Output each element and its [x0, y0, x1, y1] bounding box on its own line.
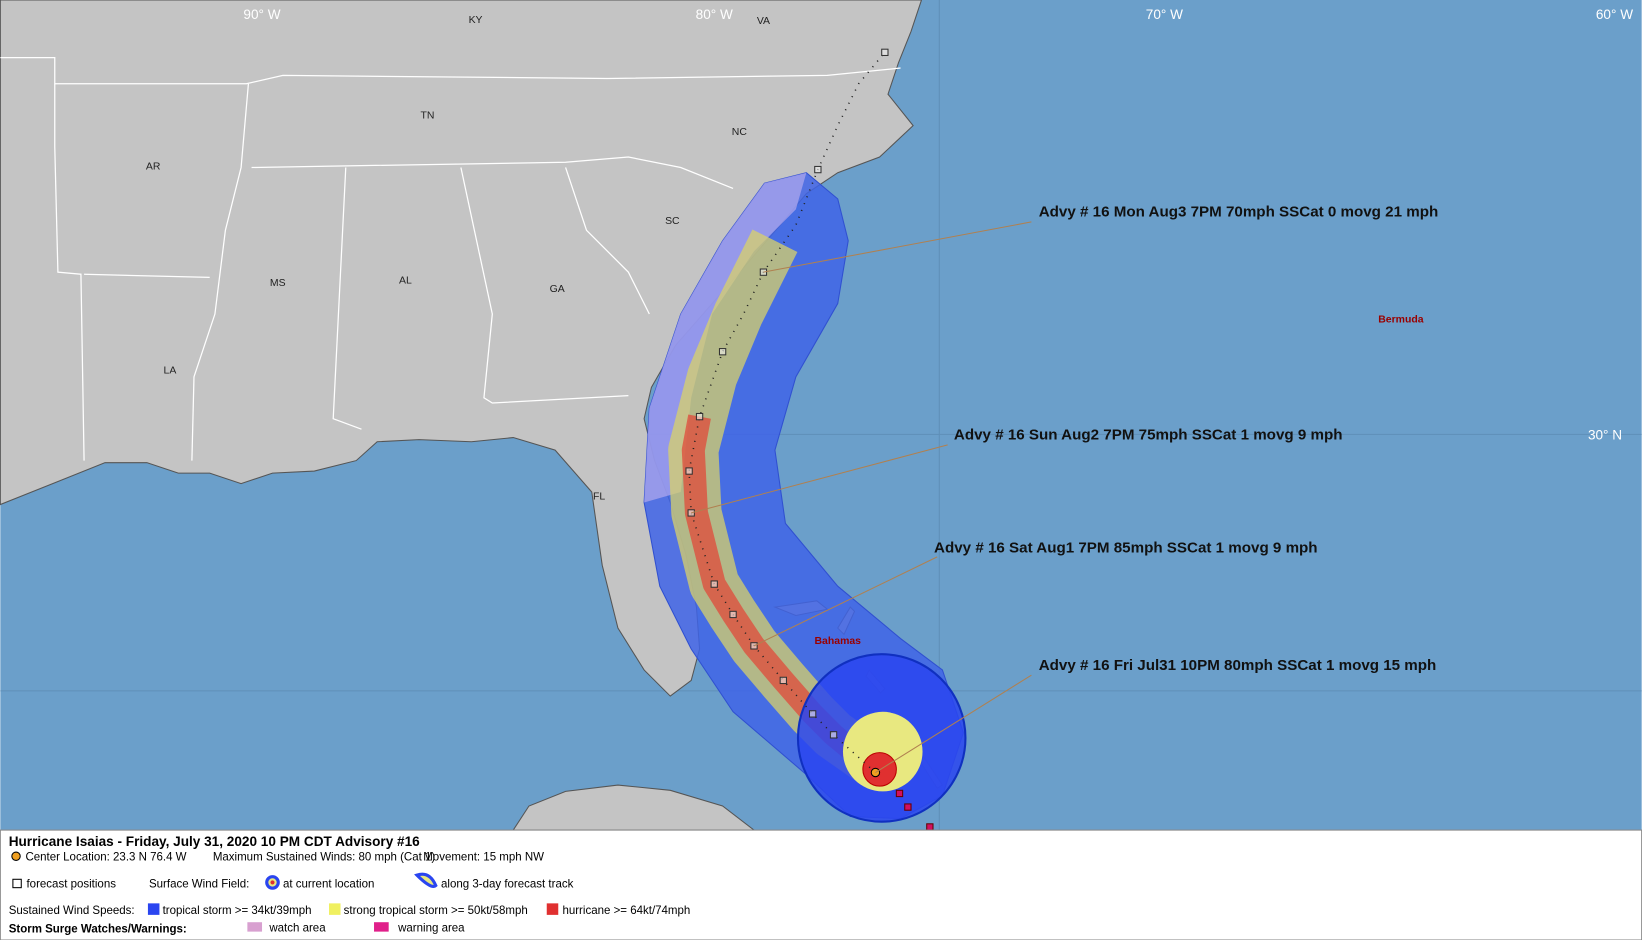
- place-label: AL: [399, 276, 412, 287]
- place-label: NC: [732, 127, 748, 138]
- place-label: FL: [593, 491, 605, 502]
- legend-text: Movement: 15 mph NW: [423, 851, 544, 863]
- place-label: TN: [420, 110, 434, 121]
- longitude-label: 90° W: [243, 7, 280, 22]
- place-label: MS: [270, 278, 286, 289]
- legend: Hurricane Isaias - Friday, July 31, 2020…: [0, 829, 1642, 940]
- cuba: [512, 784, 756, 831]
- longitude-label: 70° W: [1146, 7, 1183, 22]
- legend-text: Storm Surge Watches/Warnings:: [9, 924, 187, 936]
- legend-text: Sustained Wind Speeds:: [9, 905, 135, 917]
- longitude-label: 60° W: [1596, 7, 1633, 22]
- legend-text: hurricane >= 64kt/74mph: [562, 905, 690, 917]
- us-land: [0, 0, 923, 697]
- place-label: AR: [146, 162, 161, 173]
- place-label: Bermuda: [1378, 314, 1423, 325]
- annotation-leaders: [691, 221, 1032, 773]
- state-labels: KY VA TN NC AR SC MS AL GA LA FL Bermuda…: [146, 15, 1424, 647]
- state-borders: [0, 56, 901, 461]
- place-label: Bahamas: [815, 636, 862, 647]
- place-label: GA: [550, 284, 565, 295]
- legend-text: Maximum Sustained Winds: 80 mph (Cat 1): [213, 851, 436, 863]
- longitude-label: 80° W: [696, 7, 733, 22]
- legend-text: along 3-day forecast track: [441, 879, 574, 891]
- legend-text: warning area: [397, 923, 465, 935]
- legend-text: tropical storm >= 34kt/39mph: [163, 905, 312, 917]
- legend-text: Center Location: 23.3 N 76.4 W: [25, 851, 186, 863]
- advisory-annotation: Advy # 16 Sat Aug1 7PM 85mph SSCat 1 mov…: [934, 540, 1318, 557]
- advisory-annotation: Advy # 16 Sun Aug2 7PM 75mph SSCat 1 mov…: [954, 427, 1343, 444]
- legend-title: Hurricane Isaias - Friday, July 31, 2020…: [9, 834, 420, 849]
- legend-text: Surface Wind Field:: [149, 879, 249, 891]
- advisory-annotation: Advy # 16 Mon Aug3 7PM 70mph SSCat 0 mov…: [1039, 204, 1438, 221]
- place-label: LA: [164, 366, 177, 377]
- legend-text: at current location: [283, 879, 374, 891]
- place-label: VA: [757, 16, 770, 27]
- place-label: SC: [665, 216, 680, 227]
- latitude-label: 30° N: [1588, 428, 1622, 443]
- place-label: KY: [469, 15, 483, 26]
- legend-text: watch area: [268, 923, 326, 935]
- legend-text: forecast positions: [27, 879, 117, 891]
- legend-text: strong tropical storm >= 50kt/58mph: [344, 905, 528, 917]
- advisory-annotation: Advy # 16 Fri Jul31 10PM 80mph SSCat 1 m…: [1039, 657, 1437, 674]
